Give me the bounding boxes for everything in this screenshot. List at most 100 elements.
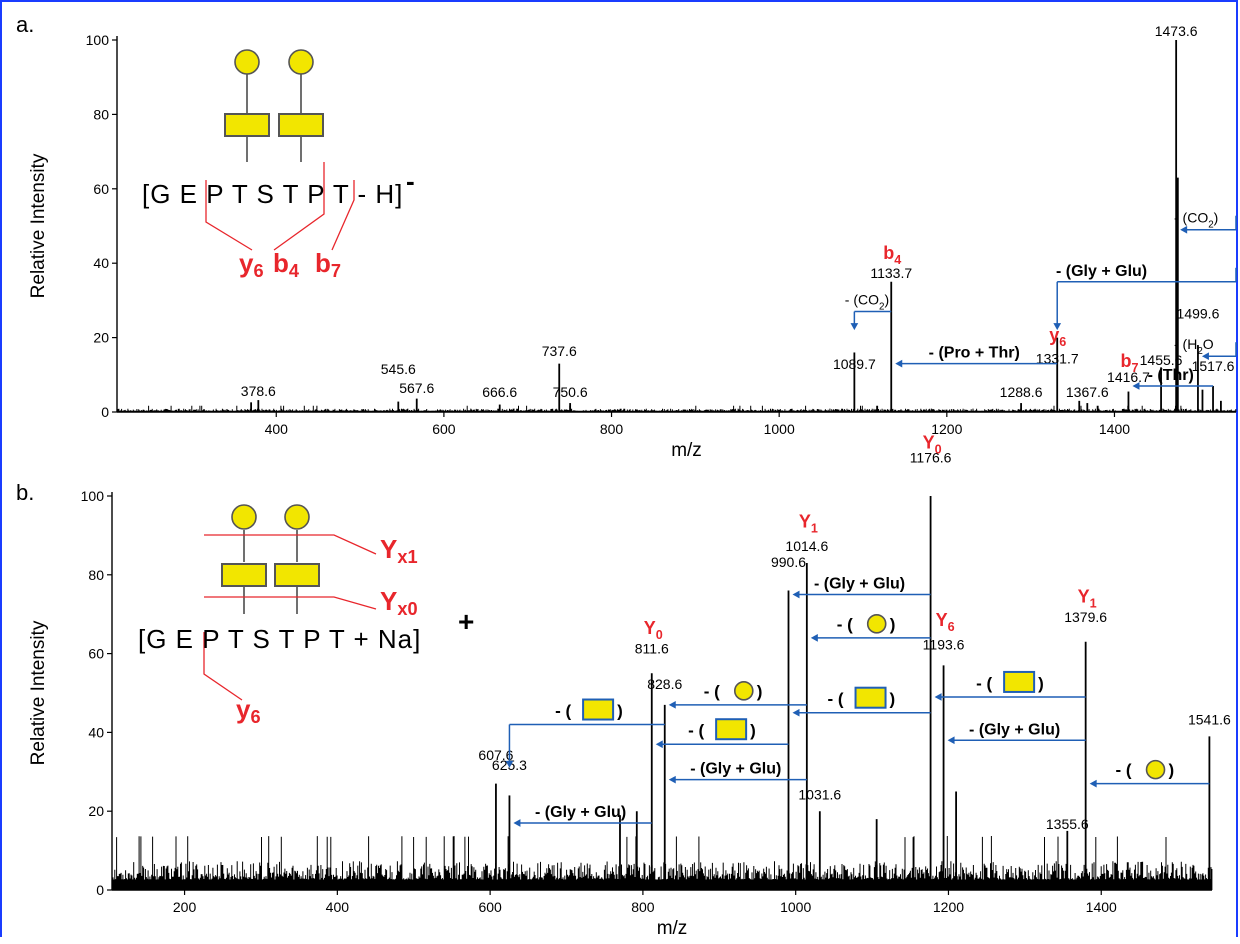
- y-axis-label: Relative Intensity: [28, 153, 49, 298]
- peak-label: 1499.6: [1177, 306, 1220, 322]
- hexnac-square-icon: [715, 718, 748, 741]
- loss-arrowhead: [810, 633, 818, 642]
- peak-label: 737.6: [542, 343, 577, 359]
- y-tick-label: 40: [88, 724, 104, 740]
- loss-arrowhead: [895, 359, 903, 368]
- neuac-circle-icon: [234, 49, 260, 75]
- loss-arrowhead: [1089, 779, 1097, 788]
- loss-arrowhead: [1053, 323, 1062, 331]
- y-tick-label: 100: [81, 488, 105, 504]
- fragment-label: y6: [236, 694, 261, 727]
- loss-label: - (Gly + Glu): [535, 804, 626, 821]
- peak-label: 1541.6: [1188, 711, 1231, 727]
- loss-arrowhead: [513, 819, 521, 827]
- hexnac-square-icon: [1003, 670, 1036, 693]
- ion-label: Y1: [799, 511, 818, 535]
- peak-label: 1331.7: [1036, 350, 1079, 366]
- loss-label: - (: [1116, 761, 1132, 780]
- cleavage-line-b4: [273, 162, 325, 251]
- loss-annotation: - (): [655, 718, 789, 749]
- x-tick-label: 200: [173, 899, 197, 915]
- loss-annotation: - (): [1089, 759, 1210, 788]
- ion-label: Y0: [644, 618, 663, 642]
- y-tick-label: 100: [86, 32, 110, 48]
- x-tick-label: 1400: [1099, 421, 1130, 437]
- loss-arrowhead: [792, 590, 800, 599]
- loss-label-tail: ): [1038, 674, 1044, 693]
- x-tick-label: 400: [265, 421, 289, 437]
- loss-label: - (CO2): [1174, 210, 1218, 231]
- y-axis-label: Relative Intensity: [28, 620, 49, 765]
- loss-annotation: - (): [505, 698, 665, 768]
- peak-label: 990.6: [771, 554, 806, 570]
- loss-annotation: - (): [810, 614, 931, 642]
- peak-label: 545.6: [381, 361, 416, 377]
- peak-label: 1379.6: [1064, 609, 1107, 625]
- neuac-circle-icon: [231, 504, 257, 530]
- loss-annotation: - (H2O: [1174, 336, 1237, 361]
- loss-arrowhead: [850, 323, 859, 331]
- y-tick-label: 20: [88, 803, 104, 819]
- loss-label: - (Gly + Glu): [969, 721, 1060, 738]
- loss-label-tail: ): [750, 721, 756, 740]
- hexnac-square-icon: [221, 563, 267, 587]
- peak-label: 811.6: [635, 641, 669, 657]
- hexnac-square-icon: [274, 563, 320, 587]
- loss-annotation: - (Pro + Thr): [895, 345, 1058, 368]
- hexnac-square-icon: [224, 113, 270, 137]
- cleavage-line-y6: [203, 632, 243, 701]
- loss-label: - (Gly + Glu): [814, 576, 905, 593]
- ion-label: Y6: [936, 610, 955, 634]
- loss-label: - (CO2): [845, 292, 889, 313]
- loss-label: - (: [688, 721, 704, 740]
- loss-label: - (H2O: [1174, 336, 1214, 357]
- fragment-label: b7: [315, 248, 341, 281]
- peak-label: 607.6: [478, 747, 513, 763]
- loss-label: - (: [828, 690, 844, 709]
- x-tick-label: 1000: [764, 421, 795, 437]
- x-tick-label: 800: [600, 421, 624, 437]
- y-tick-label: 0: [96, 882, 104, 898]
- loss-label-tail: ): [617, 702, 623, 721]
- x-axis-label: m/z: [657, 918, 688, 939]
- x-tick-label: 400: [326, 899, 350, 915]
- peak-label: 828.6: [647, 676, 682, 692]
- hexnac-square-icon: [854, 686, 887, 709]
- x-tick-label: 1000: [780, 899, 811, 915]
- neuac-circle-icon: [733, 681, 754, 701]
- neuac-circle-icon: [866, 614, 887, 634]
- ion-label: y6: [1049, 325, 1066, 349]
- fragment-label: y6: [239, 248, 264, 281]
- y-tick-label: 80: [93, 106, 109, 122]
- peptide-sequence: [G E P T S T P T + Na]: [138, 624, 421, 654]
- peak-label: 1133.7: [870, 265, 912, 281]
- cleavage-line-yx0: [204, 596, 377, 610]
- ion-label: b4: [883, 243, 901, 267]
- y-tick-label: 40: [93, 255, 109, 271]
- x-tick-label: 1400: [1086, 899, 1117, 915]
- fragment-label: b4: [273, 248, 300, 281]
- y-tick-label: 20: [93, 330, 109, 346]
- ion-label: Y0: [923, 433, 942, 457]
- loss-arrowhead: [947, 736, 955, 745]
- y-tick-label: 80: [88, 567, 104, 583]
- loss-arrowhead: [1201, 352, 1209, 361]
- loss-arrowhead: [505, 760, 514, 768]
- neuac-circle-icon: [288, 49, 314, 75]
- peak-label: 1089.7: [833, 356, 876, 372]
- neuac-circle-icon: [284, 504, 310, 530]
- x-tick-label: 1200: [933, 899, 964, 915]
- loss-label: - (Thr): [1148, 367, 1194, 384]
- peak-label: 378.6: [241, 383, 276, 399]
- loss-label: - (: [976, 674, 992, 693]
- x-tick-label: 1200: [931, 421, 962, 437]
- peak-label: 750.6: [553, 384, 588, 400]
- loss-arrowhead: [655, 740, 663, 749]
- loss-annotation: - (Gly + Glu): [792, 576, 931, 599]
- loss-annotation: - (): [934, 670, 1086, 701]
- loss-label: - (: [555, 702, 571, 721]
- charge-sign: +: [458, 606, 474, 637]
- cleavage-line-yx1: [204, 534, 377, 555]
